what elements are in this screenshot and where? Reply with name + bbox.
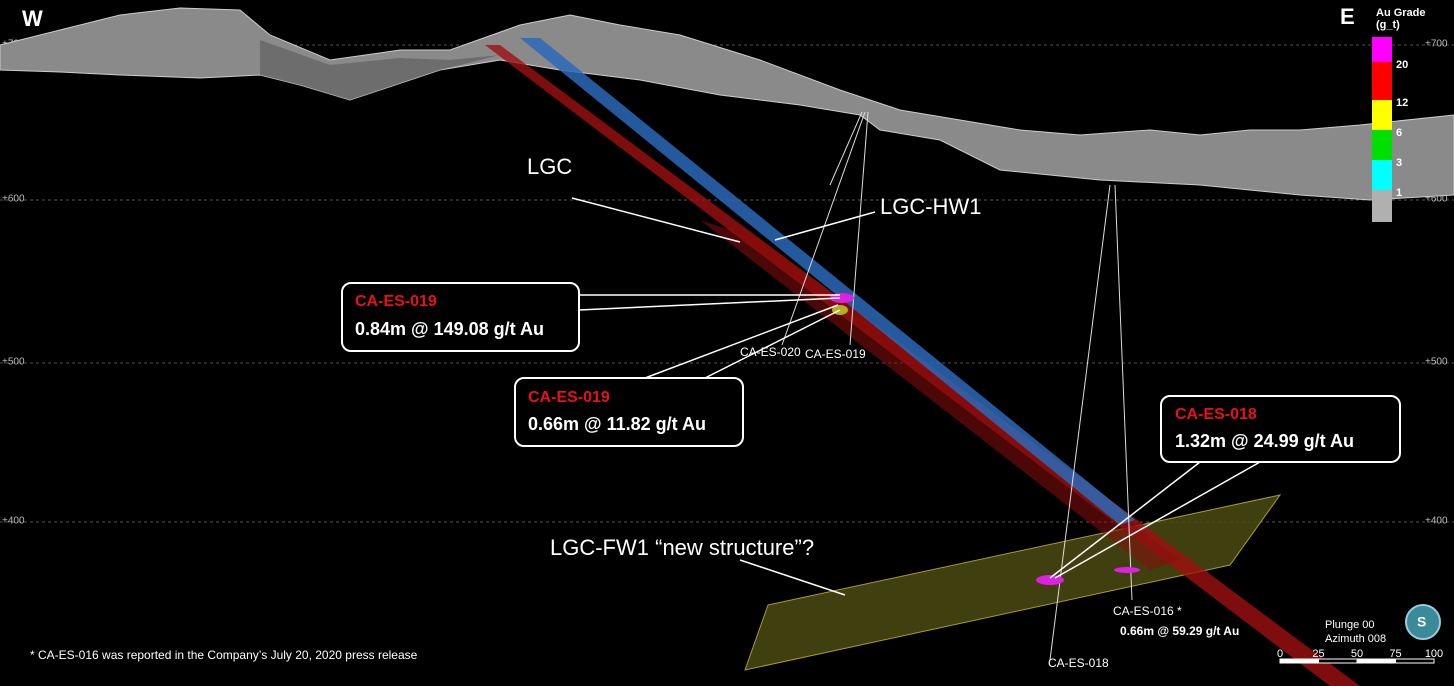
legend-swatch [1372, 37, 1392, 62]
elevation-label: +500 [1425, 357, 1448, 368]
legend-label: 3 [1396, 157, 1402, 169]
structure-label: LGC-FW1 “new structure”? [550, 535, 814, 560]
red-plane-wide [700, 220, 1180, 570]
scale-label: 25 [1312, 648, 1324, 660]
legend-swatch [1372, 100, 1392, 130]
footnote: * CA-ES-016 was reported in the Company’… [30, 648, 418, 662]
elevation-label: +600 [1425, 194, 1448, 205]
callout-box [514, 377, 744, 447]
legend-label: 20 [1396, 59, 1408, 71]
elevation-label: +500 [2, 357, 25, 368]
callout-intercept: 0.66m @ 11.82 g/t Au [528, 414, 706, 434]
drill-hole [781, 111, 866, 346]
drill-hole [849, 111, 869, 346]
west-label: W [22, 6, 43, 31]
legend-title: Au Grade [1376, 7, 1426, 19]
elevation-label: +400 [1425, 516, 1448, 527]
legend-swatch [1372, 62, 1392, 100]
callout-intercept: 1.32m @ 24.99 g/t Au [1175, 431, 1354, 451]
drill-hole [1114, 184, 1133, 601]
callout-hole: CA-ES-019 [355, 293, 437, 310]
drill-label: CA-ES-020 [740, 345, 801, 359]
legend-swatch [1372, 190, 1392, 222]
callout-intercept: 0.84m @ 149.08 g/t Au [355, 319, 544, 339]
legend: 20 12 6 3 1 [1372, 37, 1408, 199]
elevation-label: +700 [1425, 39, 1448, 50]
legend-label: 6 [1396, 127, 1402, 139]
callout-box [1160, 395, 1401, 463]
logo-mark: S [1417, 614, 1426, 630]
east-label: E [1340, 4, 1355, 29]
drill-label: CA-ES-016 * [1113, 604, 1182, 618]
legend-swatch [1372, 160, 1392, 190]
legend-swatch [1372, 130, 1392, 160]
logo [1405, 604, 1441, 640]
scale-label: 50 [1351, 648, 1363, 660]
intercept [1036, 575, 1064, 585]
blue-plane [520, 38, 1135, 525]
scale-segment [1395, 658, 1435, 664]
scale-label: 0 [1277, 648, 1283, 660]
callout-hole: CA-ES-018 [1175, 406, 1257, 423]
leaders [571, 197, 1261, 596]
elevation-label: +600 [2, 194, 25, 205]
plunge: Plunge 00 [1325, 619, 1375, 631]
scale-label: 100 [1425, 648, 1443, 660]
drill-label: CA-ES-019 [805, 347, 866, 361]
azimuth: Azimuth 008 [1325, 633, 1386, 645]
drill-label: CA-ES-018 [1048, 656, 1109, 670]
scale-label: 75 [1389, 648, 1401, 660]
scale-bar: 0 25 50 75 100 [1277, 648, 1443, 664]
legend-label: 12 [1396, 97, 1408, 109]
intercept-note: 0.66m @ 59.29 g/t Au [1120, 624, 1239, 638]
drill-hole [829, 111, 863, 186]
callout-box [341, 282, 580, 352]
structure-label: LGC-HW1 [880, 194, 981, 219]
callout-hole: CA-ES-019 [528, 389, 610, 406]
elevation-label: +400 [2, 516, 25, 527]
legend-unit: (g_t) [1376, 19, 1400, 31]
structure-label: LGC [527, 154, 572, 179]
intercept [1114, 567, 1140, 573]
terrain-shade [260, 40, 500, 100]
legend-label: 1 [1396, 187, 1402, 199]
